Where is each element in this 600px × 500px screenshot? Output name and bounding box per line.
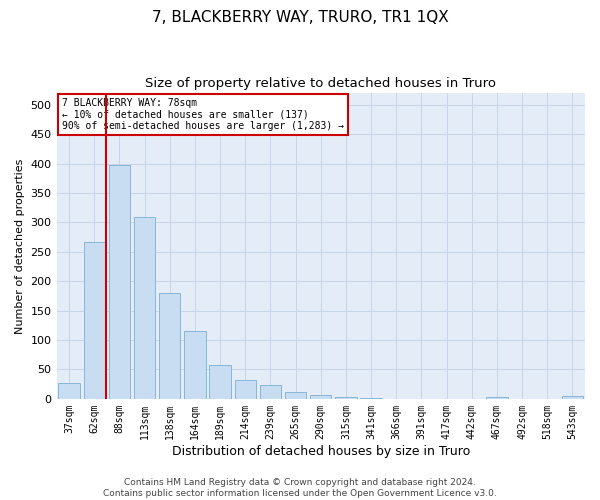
Bar xyxy=(209,366,231,399)
Bar xyxy=(235,380,256,399)
Title: Size of property relative to detached houses in Truro: Size of property relative to detached ho… xyxy=(145,78,496,90)
Bar xyxy=(335,397,356,399)
Bar xyxy=(184,331,206,399)
Bar xyxy=(134,216,155,399)
Y-axis label: Number of detached properties: Number of detached properties xyxy=(15,158,25,334)
Text: 7, BLACKBERRY WAY, TRURO, TR1 1QX: 7, BLACKBERRY WAY, TRURO, TR1 1QX xyxy=(152,10,448,25)
X-axis label: Distribution of detached houses by size in Truro: Distribution of detached houses by size … xyxy=(172,444,470,458)
Bar xyxy=(361,398,382,399)
Bar xyxy=(159,293,181,399)
Bar xyxy=(260,386,281,399)
Bar xyxy=(310,396,331,399)
Bar xyxy=(285,392,307,399)
Bar xyxy=(109,166,130,399)
Text: Contains HM Land Registry data © Crown copyright and database right 2024.
Contai: Contains HM Land Registry data © Crown c… xyxy=(103,478,497,498)
Bar xyxy=(58,383,80,399)
Bar xyxy=(486,397,508,399)
Bar xyxy=(562,396,583,399)
Bar xyxy=(83,242,105,399)
Text: 7 BLACKBERRY WAY: 78sqm
← 10% of detached houses are smaller (137)
90% of semi-d: 7 BLACKBERRY WAY: 78sqm ← 10% of detache… xyxy=(62,98,344,131)
